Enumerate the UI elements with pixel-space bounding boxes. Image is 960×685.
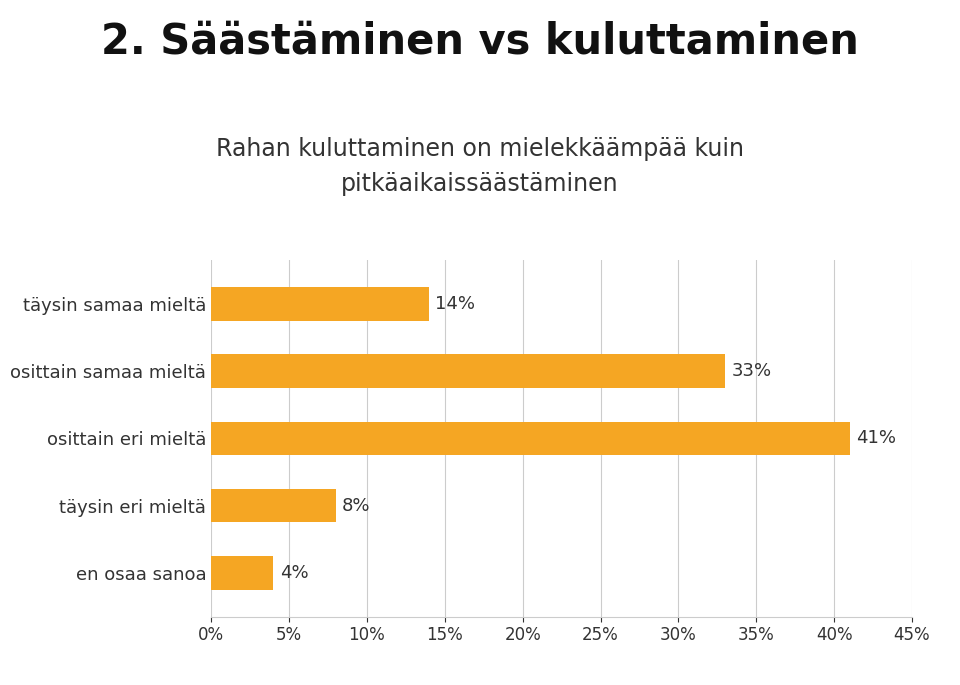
- Bar: [211, 421, 850, 456]
- Text: 33%: 33%: [732, 362, 772, 380]
- Bar: [211, 489, 336, 523]
- Text: 8%: 8%: [342, 497, 371, 514]
- Bar: [211, 287, 429, 321]
- Text: 2. Säästäminen vs kuluttaminen: 2. Säästäminen vs kuluttaminen: [101, 21, 859, 62]
- Bar: [211, 354, 725, 388]
- Text: 41%: 41%: [856, 429, 896, 447]
- Bar: [211, 556, 274, 590]
- Text: 14%: 14%: [436, 295, 475, 313]
- Text: 4%: 4%: [279, 564, 308, 582]
- Text: Rahan kuluttaminen on mielekkäämpää kuin
pitkäaikaissäästäminen: Rahan kuluttaminen on mielekkäämpää kuin…: [216, 137, 744, 197]
